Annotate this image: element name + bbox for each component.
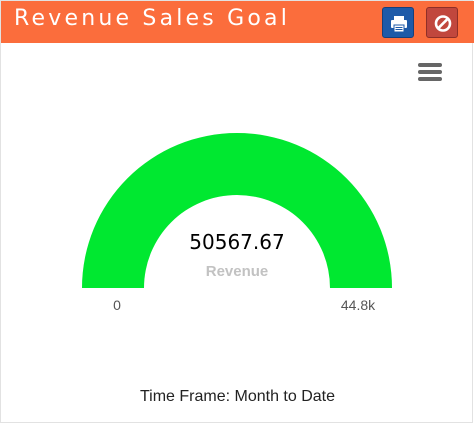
gauge-fill-arc [82, 133, 392, 288]
gauge-label: Revenue [205, 263, 269, 280]
widget-header: Revenue Sales Goal [1, 1, 474, 43]
gauge-max-label: 44.8k [340, 297, 376, 313]
ban-icon [434, 15, 452, 32]
gauge-value: 50567.67 [189, 230, 285, 254]
print-icon [391, 16, 407, 33]
hamburger-menu-icon [418, 63, 442, 81]
disable-button[interactable] [426, 7, 458, 38]
time-frame-text: Time Frame: Month to Date [139, 388, 336, 405]
chart-menu-button[interactable] [415, 60, 445, 86]
gauge-min-label: 0 [113, 297, 121, 313]
widget-title: Revenue Sales Goal [14, 6, 291, 31]
print-button[interactable] [382, 7, 414, 38]
